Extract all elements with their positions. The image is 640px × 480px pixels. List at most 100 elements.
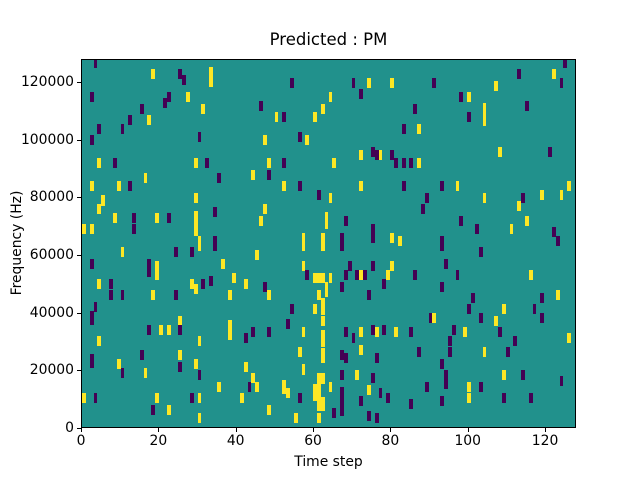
heatmap-mark [332, 407, 337, 418]
heatmap-mark [316, 290, 321, 301]
heatmap-mark [340, 370, 344, 381]
heatmap-mark [313, 272, 321, 283]
heatmap-mark [320, 315, 325, 326]
heatmap-mark [374, 353, 379, 364]
heatmap-mark [120, 367, 125, 378]
heatmap-mark [340, 241, 344, 252]
heatmap-mark [197, 132, 202, 143]
heatmap-mark [320, 297, 325, 316]
x-tick-label: 80 [381, 433, 400, 449]
x-tick-label: 120 [531, 433, 559, 449]
x-tick-label: 60 [304, 433, 322, 449]
heatmap-mark [340, 281, 344, 292]
heatmap-mark [166, 92, 171, 103]
heatmap-mark [409, 158, 414, 169]
heatmap-mark [97, 335, 102, 347]
heatmap-mark [263, 204, 267, 215]
heatmap-mark [193, 158, 198, 169]
heatmap-mark [474, 224, 479, 235]
heatmap-mark [528, 393, 533, 404]
heatmap-mark [374, 327, 379, 338]
heatmap-mark [189, 393, 194, 404]
heatmap-mark [467, 381, 471, 392]
heatmap-mark [108, 278, 113, 289]
heatmap-mark [132, 224, 136, 235]
heatmap-mark [401, 158, 406, 169]
heatmap-mark [251, 169, 256, 180]
heatmap-mark [424, 381, 429, 392]
heatmap-mark [432, 77, 437, 88]
heatmap-mark [370, 373, 375, 384]
heatmap-mark [340, 350, 344, 361]
heatmap-mark [147, 267, 152, 278]
heatmap-mark [93, 301, 98, 312]
x-tick-mark [390, 428, 392, 432]
heatmap-mark [297, 132, 302, 143]
heatmap-mark [440, 281, 445, 292]
heatmap-mark [147, 258, 152, 269]
heatmap-mark [282, 112, 287, 123]
heatmap-mark [197, 335, 202, 347]
heatmap-mark [367, 410, 371, 421]
heatmap-mark [89, 135, 94, 146]
heatmap-mark [289, 304, 294, 315]
heatmap-mark [166, 324, 171, 335]
heatmap-mark [420, 204, 425, 215]
heatmap-mark [432, 313, 437, 324]
y-tick-mark [77, 312, 81, 314]
heatmap-mark [478, 247, 483, 258]
heatmap-mark [390, 149, 394, 160]
heatmap-mark [263, 281, 267, 292]
heatmap-mark [97, 204, 102, 215]
heatmap-mark [266, 404, 271, 415]
heatmap-mark [382, 324, 387, 335]
heatmap-mark [540, 189, 545, 200]
heatmap-mark [497, 146, 502, 157]
heatmap-mark [274, 112, 279, 123]
heatmap-mark [521, 370, 525, 381]
heatmap-mark [355, 370, 360, 381]
heatmap-mark [116, 181, 121, 192]
heatmap-mark [467, 304, 471, 315]
heatmap-mark [205, 158, 210, 169]
heatmap-mark [393, 327, 398, 338]
heatmap-mark [478, 381, 483, 392]
heatmap-mark [197, 236, 202, 251]
heatmap-mark [263, 135, 267, 146]
heatmap-mark [467, 112, 471, 123]
heatmap-mark [513, 335, 518, 347]
heatmap-mark [201, 278, 206, 289]
heatmap-mark [367, 290, 371, 301]
heatmap-mark [524, 215, 529, 226]
heatmap-mark [166, 404, 171, 415]
heatmap-mark [120, 123, 125, 134]
chart-title: Predicted : PM [269, 30, 388, 49]
heatmap-mark [316, 413, 321, 424]
heatmap-mark [409, 327, 414, 338]
heatmap-mark [478, 313, 483, 324]
heatmap-mark [247, 381, 252, 392]
heatmap-mark [151, 404, 156, 415]
heatmap-mark [370, 224, 375, 235]
heatmap-mark [359, 270, 364, 281]
heatmap-mark [444, 258, 448, 269]
heatmap-mark [413, 270, 418, 281]
y-tick-mark [77, 370, 81, 372]
y-tick-label: 20000 [29, 362, 74, 379]
heatmap-mark [89, 353, 94, 369]
heatmap-mark [509, 224, 514, 235]
x-tick-mark [467, 428, 469, 432]
heatmap-mark [467, 393, 471, 404]
heatmap-mark [382, 278, 387, 289]
heatmap-mark [159, 324, 163, 335]
heatmap-mark [501, 304, 506, 315]
heatmap-mark [497, 327, 502, 338]
heatmap-mark [482, 103, 487, 126]
heatmap-mark [417, 123, 421, 134]
heatmap-mark [517, 69, 522, 80]
heatmap-mark [501, 393, 506, 404]
heatmap-mark [120, 290, 125, 301]
heatmap-mark [147, 324, 152, 335]
heatmap-mark [370, 146, 375, 157]
heatmap-mark [324, 211, 329, 230]
